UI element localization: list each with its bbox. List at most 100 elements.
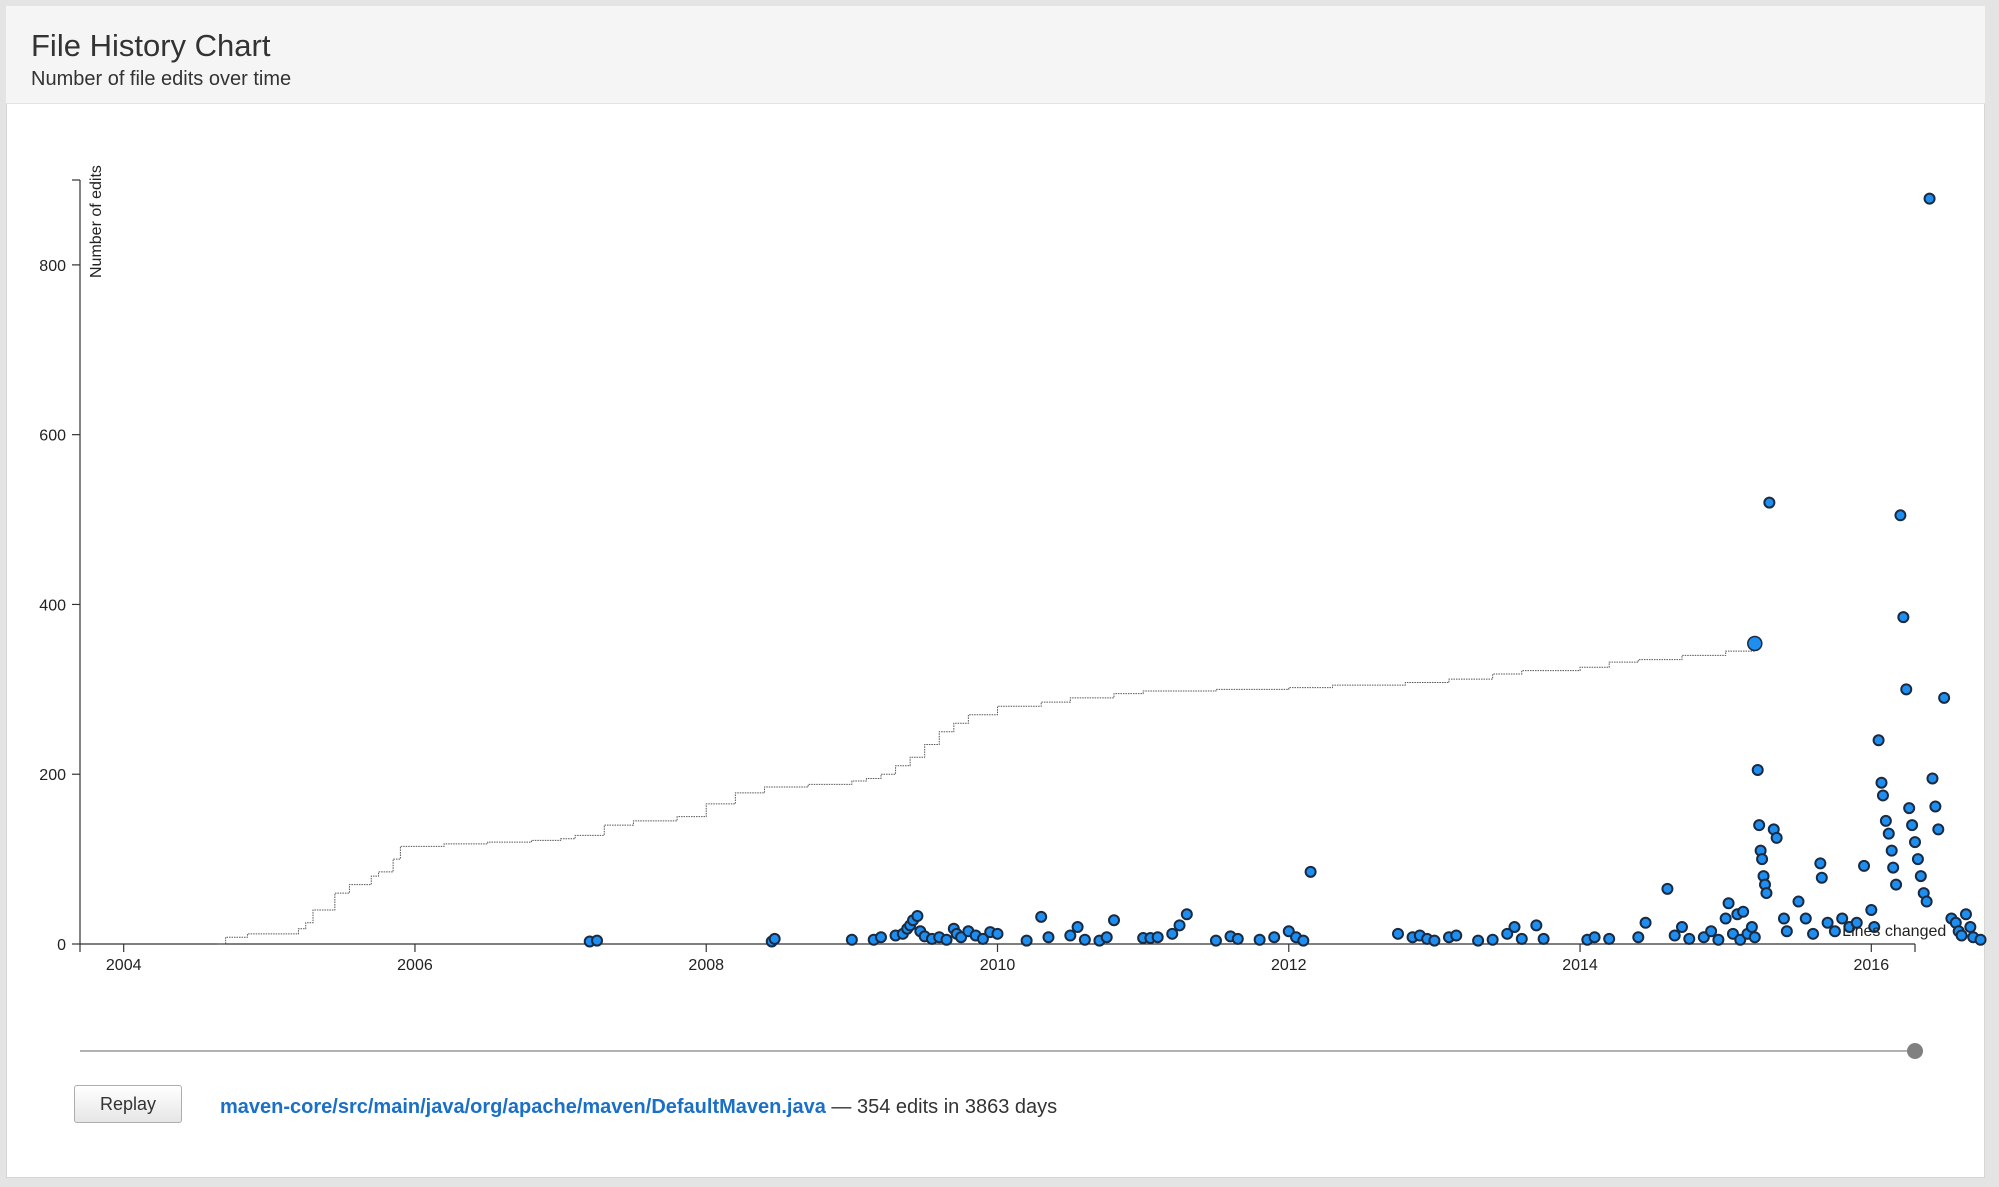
edit-dot[interactable] <box>1668 929 1681 942</box>
edit-dot[interactable] <box>1821 916 1834 929</box>
edit-dot[interactable] <box>1964 921 1977 934</box>
edit-dot[interactable] <box>1770 831 1783 844</box>
edit-dot[interactable] <box>1879 814 1892 827</box>
edit-dot[interactable] <box>1911 853 1924 866</box>
edit-dot[interactable] <box>976 932 989 945</box>
edit-dot[interactable] <box>1868 921 1881 934</box>
edit-dot[interactable] <box>1020 934 1033 947</box>
edit-dot[interactable] <box>1828 925 1841 938</box>
edit-dot[interactable] <box>1914 870 1927 883</box>
edit-dot[interactable] <box>1603 932 1616 945</box>
edit-dot[interactable] <box>1753 819 1766 832</box>
edit-dot[interactable] <box>1780 925 1793 938</box>
edit-dot[interactable] <box>1799 912 1812 925</box>
edit-dot[interactable] <box>1035 910 1048 923</box>
edit-dot[interactable] <box>1209 934 1222 947</box>
edit-dot[interactable] <box>1486 933 1499 946</box>
edit-dot[interactable] <box>1632 931 1645 944</box>
edit-dot[interactable] <box>1297 934 1310 947</box>
edit-dot[interactable] <box>1064 929 1077 942</box>
edit-dot[interactable] <box>1705 925 1718 938</box>
edit-dot[interactable] <box>1530 919 1543 932</box>
edit-dot[interactable] <box>1920 895 1933 908</box>
file-link[interactable]: maven-core/src/main/java/org/apache/mave… <box>220 1096 826 1118</box>
edit-dot[interactable] <box>1894 509 1907 522</box>
edit-dot[interactable] <box>1807 927 1820 940</box>
edit-dot[interactable] <box>1173 919 1186 932</box>
edit-dot[interactable] <box>1588 931 1601 944</box>
edit-dot[interactable] <box>1777 912 1790 925</box>
edit-dot[interactable] <box>1814 857 1827 870</box>
edit-dot[interactable] <box>1903 802 1916 815</box>
edit-dot[interactable] <box>911 909 924 922</box>
edit-dot[interactable] <box>1712 933 1725 946</box>
edit-dot[interactable] <box>1932 823 1945 836</box>
edit-dot[interactable] <box>1100 931 1113 944</box>
edit-dot[interactable] <box>1792 895 1805 908</box>
edit-dot[interactable] <box>1906 819 1919 832</box>
edit-dot[interactable] <box>1537 932 1550 945</box>
edit-dot[interactable] <box>874 931 887 944</box>
replay-button[interactable]: Replay <box>74 1085 182 1123</box>
edit-dot[interactable] <box>1151 931 1164 944</box>
timeline-slider[interactable] <box>80 1043 1923 1059</box>
edit-dot[interactable] <box>1865 904 1878 917</box>
edit-dot[interactable] <box>1815 871 1828 884</box>
edit-dot[interactable] <box>1872 734 1885 747</box>
edit-dot[interactable] <box>1876 789 1889 802</box>
edit-dot[interactable] <box>1887 861 1900 874</box>
edit-dot[interactable] <box>845 933 858 946</box>
edit-dot[interactable] <box>1253 933 1266 946</box>
edit-dot[interactable] <box>1756 853 1769 866</box>
edit-dot[interactable] <box>1515 932 1528 945</box>
edit-dot[interactable] <box>1959 908 1972 921</box>
edit-dot[interactable] <box>1472 934 1485 947</box>
edit-dot[interactable] <box>1955 929 1968 942</box>
edit-dot[interactable] <box>1938 691 1951 704</box>
edit-dot[interactable] <box>1501 927 1514 940</box>
edit-dot[interactable] <box>1858 859 1871 872</box>
edit-dot[interactable] <box>1974 933 1987 946</box>
edit-dot[interactable] <box>1909 836 1921 849</box>
edit-dot[interactable] <box>1428 934 1441 947</box>
edit-dot[interactable] <box>1737 905 1750 918</box>
edit-dot[interactable] <box>591 934 604 947</box>
edit-dot[interactable] <box>1926 772 1939 785</box>
edit-dot[interactable] <box>1897 611 1910 624</box>
edit-dot[interactable] <box>1760 887 1773 900</box>
edit-dot[interactable] <box>1836 912 1849 925</box>
edit-dot[interactable] <box>1166 927 1179 940</box>
edit-dot[interactable] <box>1929 800 1942 813</box>
edit-dot[interactable] <box>1108 914 1121 927</box>
edit-dot[interactable] <box>940 933 953 946</box>
slider-handle[interactable] <box>1907 1043 1923 1059</box>
edit-dot[interactable] <box>1900 683 1913 696</box>
edit-dot[interactable] <box>1751 763 1764 776</box>
edit-dot[interactable] <box>1748 931 1761 944</box>
edit-dot[interactable] <box>1719 912 1732 925</box>
edit-dot[interactable] <box>1763 496 1776 509</box>
edit-dot[interactable] <box>1450 929 1463 942</box>
edit-dot[interactable] <box>1885 844 1898 857</box>
edit-dot[interactable] <box>1675 921 1688 934</box>
edit-dot[interactable] <box>1882 827 1895 840</box>
edit-dot[interactable] <box>1745 921 1758 934</box>
edit-dot[interactable] <box>1042 931 1055 944</box>
edit-dot[interactable] <box>1722 897 1735 910</box>
edit-dot[interactable] <box>1304 865 1317 878</box>
edit-dot[interactable] <box>1890 878 1903 891</box>
edit-dot[interactable] <box>768 932 781 945</box>
edit-dot[interactable] <box>1268 931 1281 944</box>
edit-dot[interactable] <box>1231 932 1244 945</box>
edit-dot[interactable] <box>1923 192 1936 205</box>
edit-dot[interactable] <box>1078 933 1091 946</box>
edit-dot[interactable] <box>1180 908 1193 921</box>
edit-dot[interactable] <box>991 927 1004 940</box>
edit-dot[interactable] <box>1391 927 1404 940</box>
edit-dot[interactable] <box>1071 921 1084 934</box>
edit-dot[interactable] <box>1875 776 1888 789</box>
edit-dot[interactable] <box>1661 882 1674 895</box>
edit-dot[interactable] <box>1683 932 1696 945</box>
edit-dot[interactable] <box>1508 921 1521 934</box>
edit-dot[interactable] <box>1639 916 1652 929</box>
